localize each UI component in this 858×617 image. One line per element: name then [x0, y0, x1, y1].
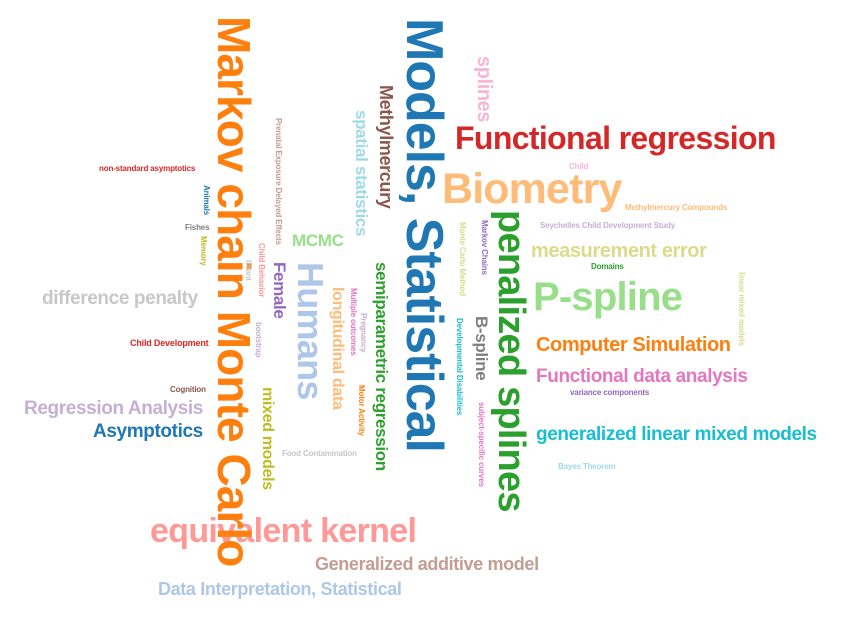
- word: Seychelles Child Development Study: [540, 221, 676, 230]
- word: Fishes: [185, 223, 210, 232]
- word: Pregnancy: [359, 313, 368, 353]
- word: Regression Analysis: [24, 398, 203, 419]
- word: Domains: [591, 262, 624, 271]
- word: B-spline: [472, 316, 491, 381]
- word: Methylmercury Compounds: [625, 203, 728, 212]
- word: Female: [270, 262, 289, 319]
- word: Data Interpretation, Statistical: [158, 579, 402, 599]
- word: Functional regression: [455, 120, 776, 156]
- word: Child Behavior: [257, 243, 266, 298]
- word: Motor Activity: [357, 385, 366, 436]
- word: mixed models: [259, 387, 276, 490]
- word: difference penalty: [42, 288, 198, 309]
- word: Monte Carlo Method: [458, 222, 467, 297]
- word: Developmental Disabilities: [455, 318, 464, 416]
- word: Prenatal Exposure Delayed Effects: [274, 118, 283, 245]
- word: Methylmercury: [376, 85, 396, 209]
- word: penalized splines: [490, 210, 532, 512]
- word: Generalized additive model: [315, 554, 539, 574]
- word: splines: [473, 56, 495, 123]
- word: Computer Simulation: [536, 334, 731, 356]
- word: Infant: [244, 260, 253, 281]
- word: bootstrap: [254, 322, 263, 358]
- word: spatial statistics: [352, 110, 371, 237]
- word: generalized linear mixed models: [536, 424, 817, 445]
- word: Functional data analysis: [536, 366, 748, 387]
- word: Child: [569, 162, 589, 171]
- word: P-spline: [533, 275, 683, 319]
- word: Bayes Theorem: [558, 462, 616, 471]
- word: Memory: [199, 236, 208, 266]
- word: Multiple outcomes: [349, 288, 358, 356]
- word: Biometry: [442, 165, 622, 213]
- word: Child Development: [130, 338, 209, 348]
- word: Asymptotics: [93, 421, 203, 442]
- word: equivalent kernel: [150, 512, 417, 550]
- word: Humans: [290, 262, 331, 400]
- word: non-standard asymptotics: [99, 164, 196, 173]
- word: linear mixed models: [737, 272, 746, 346]
- word: variance components: [570, 388, 650, 397]
- word: Markov chain Monte Carlo: [208, 16, 260, 567]
- word: measurement error: [531, 240, 707, 262]
- word: semiparametric regression: [372, 262, 391, 471]
- word: Animals: [202, 185, 211, 216]
- word: longitudinal data: [329, 287, 346, 410]
- word: Models, Statistical: [395, 18, 453, 452]
- word: Cognition: [170, 385, 206, 394]
- word: Markov Chains: [480, 220, 489, 275]
- word: Food Contamination: [282, 449, 357, 458]
- word: subject-specific curves: [477, 402, 486, 487]
- word: MCMC: [292, 231, 344, 250]
